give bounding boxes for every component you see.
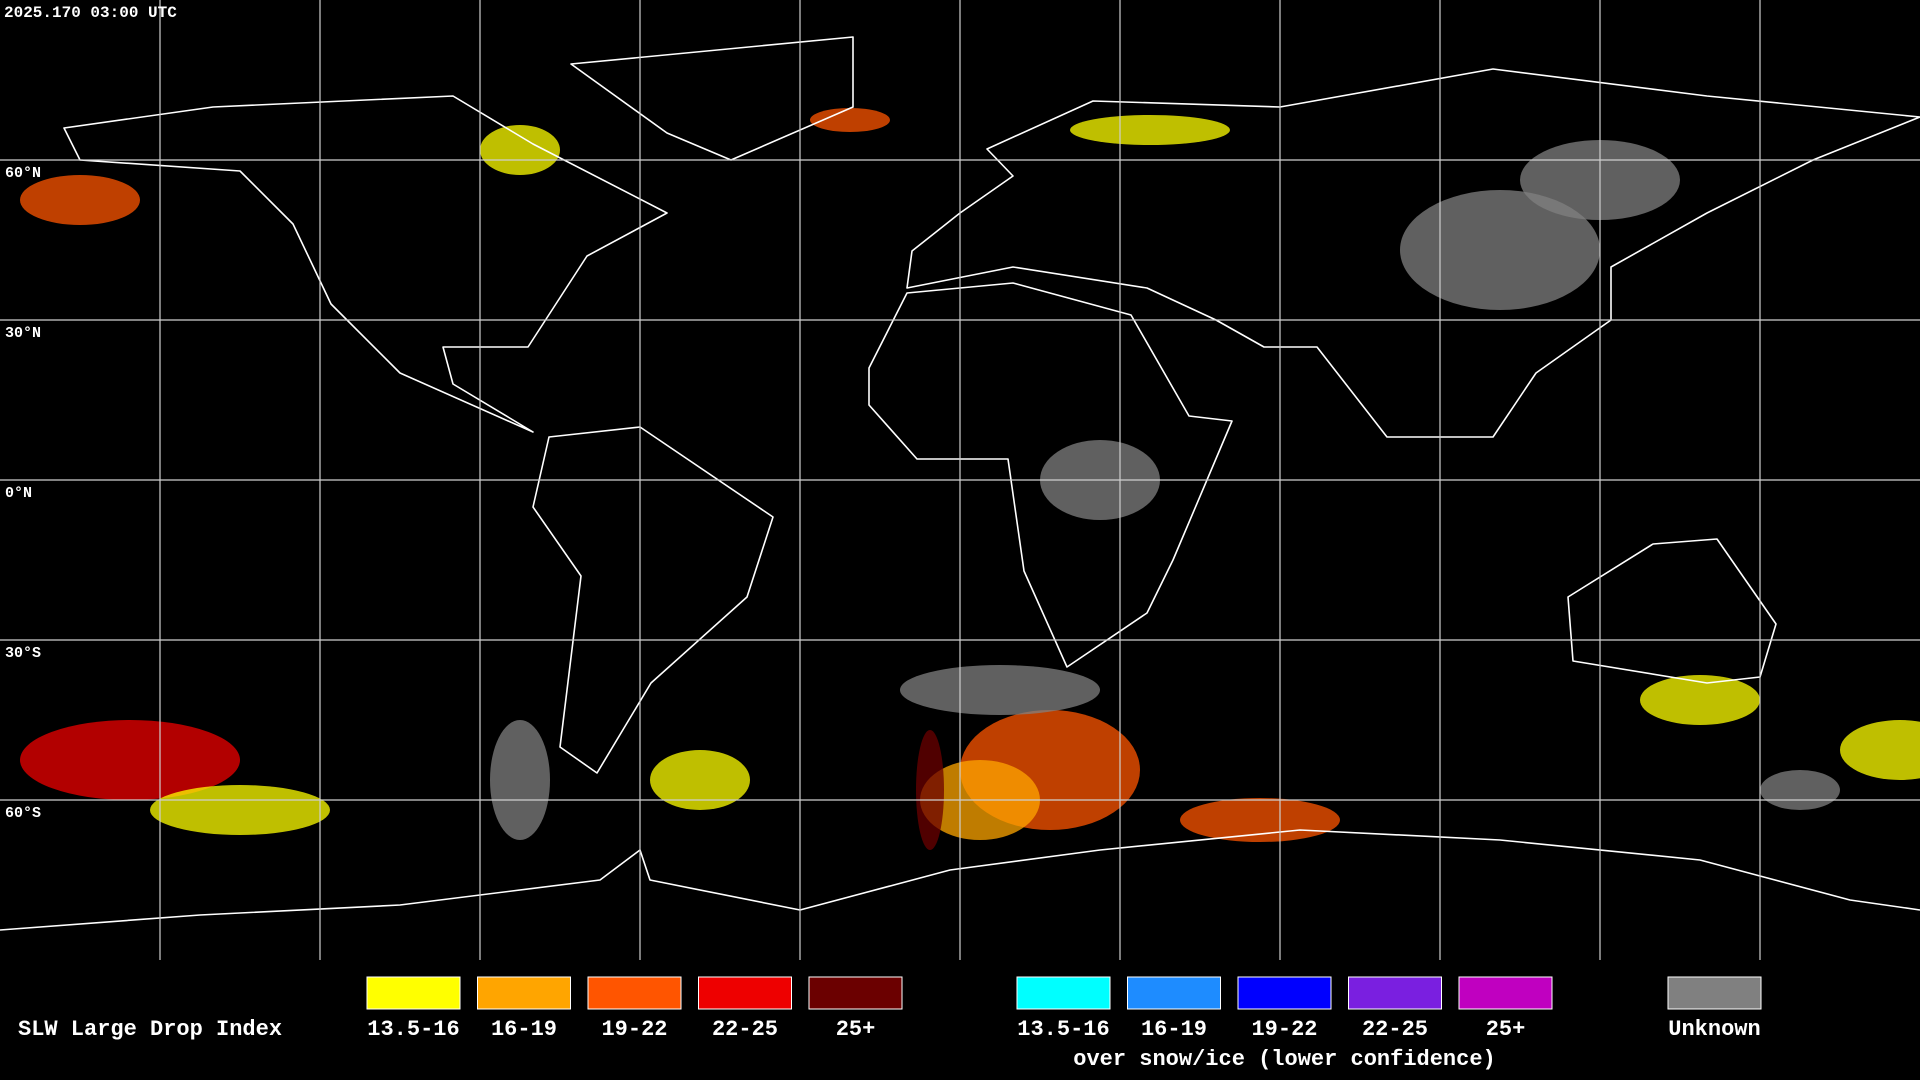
legend-label: 16-19 xyxy=(1141,1017,1207,1042)
legend: SLW Large Drop Index 13.5-16 16-19 19-22 22… xyxy=(18,976,1762,1072)
cloud-area xyxy=(1400,190,1600,310)
legend-swatch xyxy=(1016,976,1111,1010)
legend-label: 25+ xyxy=(1486,1017,1526,1042)
cloud-area xyxy=(650,750,750,810)
cloud-area xyxy=(1840,720,1920,780)
coastline xyxy=(906,68,1920,438)
legend-label: 22-25 xyxy=(1362,1017,1428,1042)
latitude-label: 60°N xyxy=(5,165,41,182)
legend-label: 22-25 xyxy=(712,1017,778,1042)
cloud-area xyxy=(1070,115,1230,145)
cloud-area xyxy=(900,665,1100,715)
legend-swatch xyxy=(477,976,571,1010)
coastline xyxy=(0,829,1920,931)
timestamp: 2025.170 03:00 UTC xyxy=(4,4,177,22)
legend-swatch xyxy=(1237,976,1332,1010)
legend-label: 19-22 xyxy=(1251,1017,1317,1042)
legend-label: 25+ xyxy=(836,1017,876,1042)
cloud-layer xyxy=(20,108,1920,850)
legend-label: 13.5-16 xyxy=(1017,1017,1109,1042)
cloud-area xyxy=(1760,770,1840,810)
legend-title: SLW Large Drop Index xyxy=(18,1017,282,1042)
legend-swatch xyxy=(587,976,682,1010)
coastline xyxy=(570,36,854,161)
legend-swatch xyxy=(698,976,792,1010)
legend-swatch xyxy=(1127,976,1221,1010)
latitude-label: 0°N xyxy=(5,485,32,502)
legend-note: over snow/ice (lower confidence) xyxy=(1073,1047,1495,1072)
cloud-area xyxy=(20,175,140,225)
cloud-area xyxy=(916,730,944,850)
legend-swatch xyxy=(1667,976,1762,1010)
coastlines xyxy=(0,36,1920,931)
legend-label: 13.5-16 xyxy=(367,1017,459,1042)
latitude-labels: 60°N 30°N 0°N 30°S 60°S xyxy=(5,165,41,822)
cloud-area xyxy=(150,785,330,835)
legend-swatch xyxy=(1348,976,1442,1010)
cloud-area xyxy=(20,720,240,800)
cloud-area xyxy=(490,720,550,840)
coastline xyxy=(868,282,1233,668)
latitude-label: 30°N xyxy=(5,325,41,342)
legend-label: 16-19 xyxy=(491,1017,557,1042)
latitude-label: 30°S xyxy=(5,645,41,662)
graticule xyxy=(0,0,1920,960)
cloud-area xyxy=(1180,798,1340,842)
coastline xyxy=(1567,538,1777,684)
cloud-area xyxy=(810,108,890,132)
latitude-label: 60°S xyxy=(5,805,41,822)
legend-label: Unknown xyxy=(1668,1017,1760,1042)
legend-swatch xyxy=(366,976,461,1010)
cloud-area xyxy=(480,125,560,175)
legend-swatch xyxy=(808,976,903,1010)
coastline xyxy=(63,95,668,433)
legend-label: 19-22 xyxy=(601,1017,667,1042)
cloud-area xyxy=(1640,675,1760,725)
legend-swatch xyxy=(1458,976,1553,1010)
